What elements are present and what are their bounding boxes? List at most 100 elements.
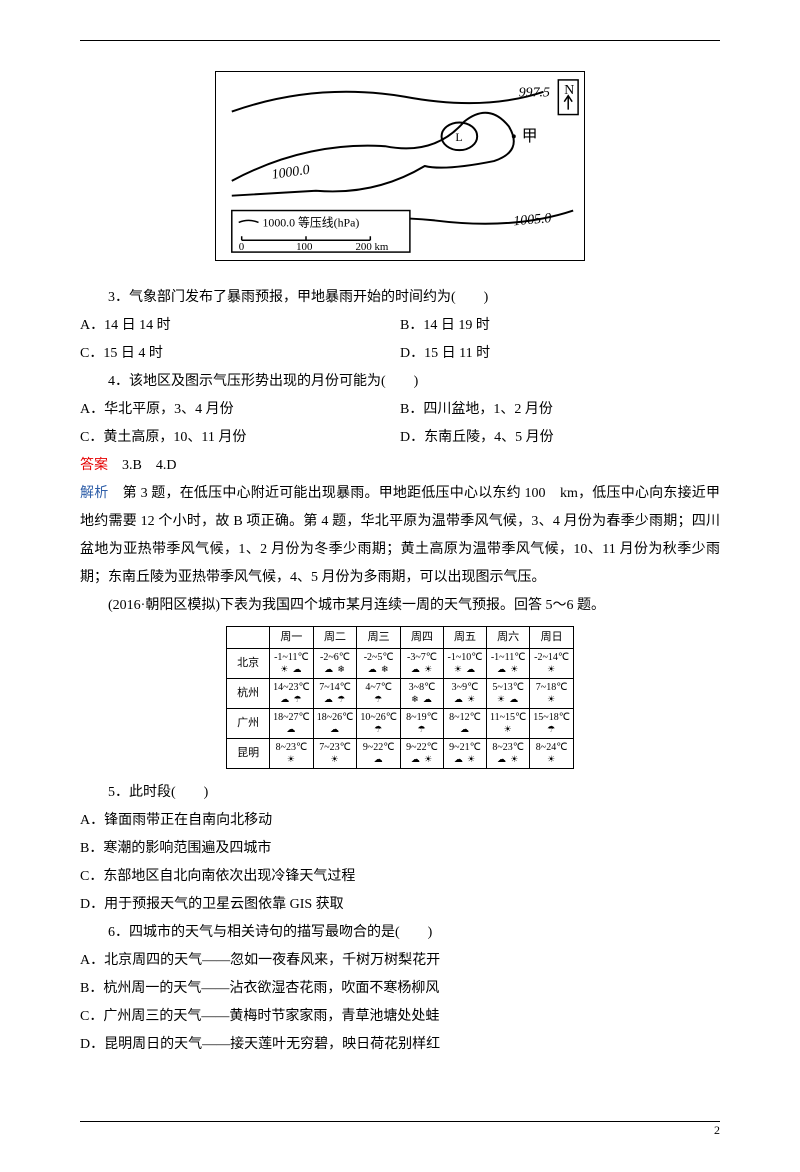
- temp-text: 7~18℃: [533, 682, 570, 694]
- weather-icon: ☀: [533, 754, 570, 765]
- city-cell: 北京: [227, 649, 270, 679]
- weather-cell: 4~7℃☂: [357, 679, 401, 709]
- weather-table: 周一 周二 周三 周四 周五 周六 周日 北京-1~11℃☀ ☁-2~6℃☁ ❄…: [226, 626, 574, 769]
- day-1: 周一: [270, 627, 314, 649]
- table-intro: (2016·朝阳区模拟)下表为我国四个城市某月连续一周的天气预报。回答 5～6 …: [80, 592, 720, 620]
- temp-text: -1~10℃: [447, 652, 483, 664]
- weather-cell: -3~7℃☁ ☀: [401, 649, 444, 679]
- weather-cell: 9~22℃☁ ☀: [401, 739, 444, 769]
- q4-c: C．黄土高原，10、11 月份: [80, 424, 400, 452]
- q6-d: D．昆明周日的天气——接天莲叶无穷碧，映日荷花别样红: [80, 1031, 720, 1059]
- low-center: L: [455, 130, 462, 144]
- q4-d: D．东南丘陵，4、5 月份: [400, 424, 720, 452]
- weather-icon: ☀: [533, 664, 570, 675]
- temp-text: 9~21℃: [447, 742, 483, 754]
- city-cell: 杭州: [227, 679, 270, 709]
- temp-text: 7~23℃: [317, 742, 354, 754]
- temp-text: 10~26℃: [360, 712, 397, 724]
- q5-b: B．寒潮的影响范围遍及四城市: [80, 835, 720, 863]
- weather-icon: ☁ ☀: [447, 694, 483, 705]
- table-header-row: 周一 周二 周三 周四 周五 周六 周日: [227, 627, 574, 649]
- temp-text: 18~26℃: [317, 712, 354, 724]
- temp-text: 11~15℃: [490, 712, 526, 724]
- weather-cell: 9~21℃☁ ☀: [444, 739, 487, 769]
- temp-text: 15~18℃: [533, 712, 570, 724]
- weather-icon: ☀ ☁: [490, 694, 526, 705]
- explain-label: 解析: [80, 486, 108, 501]
- answer-text: 3.B 4.D: [108, 458, 176, 473]
- weather-icon: ☁: [273, 724, 310, 735]
- temp-text: 4~7℃: [360, 682, 397, 694]
- q4-a: A．华北平原，3、4 月份: [80, 396, 400, 424]
- day-7: 周日: [530, 627, 574, 649]
- day-6: 周六: [487, 627, 530, 649]
- weather-icon: ☂: [404, 724, 440, 735]
- weather-cell: 8~23℃☁ ☀: [487, 739, 530, 769]
- north-label: N: [564, 82, 574, 97]
- temp-text: 9~22℃: [404, 742, 440, 754]
- page-bottom-rule: [80, 1121, 720, 1122]
- isobar-1000: 1000.0: [271, 162, 311, 182]
- weather-icon: ☁: [360, 754, 397, 765]
- temp-text: 3~8℃: [404, 682, 440, 694]
- weather-icon: ☀ ☁: [273, 664, 310, 675]
- temp-text: 8~12℃: [447, 712, 483, 724]
- weather-icon: ☁ ☀: [447, 754, 483, 765]
- weather-icon: ☂: [360, 694, 397, 705]
- pressure-map: 997.5 L 1000.0 甲 1005.0 N 1000.0 等压线(hPa…: [80, 71, 720, 272]
- weather-icon: ☁: [317, 724, 354, 735]
- weather-icon: ☁ ❄: [360, 664, 397, 675]
- table-row: 杭州14~23℃☁ ☂7~14℃☁ ☂4~7℃☂3~8℃❄ ☁3~9℃☁ ☀5~…: [227, 679, 574, 709]
- weather-icon: ☁ ❄: [317, 664, 354, 675]
- table-row: 广州18~27℃☁18~26℃☁10~26℃☂8~19℃☂8~12℃☁11~15…: [227, 709, 574, 739]
- q4-b: B．四川盆地，1、2 月份: [400, 396, 720, 424]
- weather-cell: 8~12℃☁: [444, 709, 487, 739]
- weather-icon: ☂: [533, 724, 570, 735]
- weather-icon: ☀: [317, 754, 354, 765]
- weather-cell: 14~23℃☁ ☂: [270, 679, 314, 709]
- scale-0: 0: [239, 241, 245, 253]
- temp-text: 3~9℃: [447, 682, 483, 694]
- isobar-997: 997.5: [519, 85, 550, 100]
- temp-text: -2~5℃: [360, 652, 397, 664]
- weather-icon: ☁ ☀: [490, 664, 526, 675]
- weather-icon: ☀ ☁: [447, 664, 483, 675]
- weather-cell: -2~6℃☁ ❄: [313, 649, 357, 679]
- q3-b: B．14 日 19 时: [400, 312, 720, 340]
- weather-cell: -2~5℃☁ ❄: [357, 649, 401, 679]
- weather-icon: ❄ ☁: [404, 694, 440, 705]
- q3-stem: 3．气象部门发布了暴雨预报，甲地暴雨开始的时间约为( ): [80, 284, 720, 312]
- table-row: 昆明8~23℃☀7~23℃☀9~22℃☁9~22℃☁ ☀9~21℃☁ ☀8~23…: [227, 739, 574, 769]
- temp-text: 7~14℃: [317, 682, 354, 694]
- day-4: 周四: [401, 627, 444, 649]
- temp-text: 8~23℃: [490, 742, 526, 754]
- q3-a: A．14 日 14 时: [80, 312, 400, 340]
- legend-isobar-text: 1000.0 等压线(hPa): [262, 215, 359, 229]
- day-2: 周二: [313, 627, 357, 649]
- weather-icon: ☁ ☂: [317, 694, 354, 705]
- weather-cell: 8~24℃☀: [530, 739, 574, 769]
- q6-c: C．广州周三的天气——黄梅时节家家雨，青草池塘处处蛙: [80, 1003, 720, 1031]
- city-cell: 广州: [227, 709, 270, 739]
- weather-cell: 7~14℃☁ ☂: [313, 679, 357, 709]
- temp-text: -1~11℃: [490, 652, 526, 664]
- weather-cell: 11~15℃☀: [487, 709, 530, 739]
- weather-cell: 8~19℃☂: [401, 709, 444, 739]
- weather-icon: ☁ ☀: [404, 664, 440, 675]
- weather-cell: -1~10℃☀ ☁: [444, 649, 487, 679]
- weather-cell: 18~26℃☁: [313, 709, 357, 739]
- weather-cell: 7~18℃☀: [530, 679, 574, 709]
- weather-icon: ☁ ☂: [273, 694, 310, 705]
- weather-icon: ☁ ☀: [404, 754, 440, 765]
- temp-text: -2~14℃: [533, 652, 570, 664]
- city-cell: 昆明: [227, 739, 270, 769]
- weather-icon: ☀: [490, 724, 526, 735]
- weather-cell: -1~11℃☀ ☁: [270, 649, 314, 679]
- weather-icon: ☂: [360, 724, 397, 735]
- header-blank: [227, 627, 270, 649]
- weather-cell: 10~26℃☂: [357, 709, 401, 739]
- day-3: 周三: [357, 627, 401, 649]
- weather-icon: ☁: [447, 724, 483, 735]
- weather-cell: 5~13℃☀ ☁: [487, 679, 530, 709]
- temp-text: -2~6℃: [317, 652, 354, 664]
